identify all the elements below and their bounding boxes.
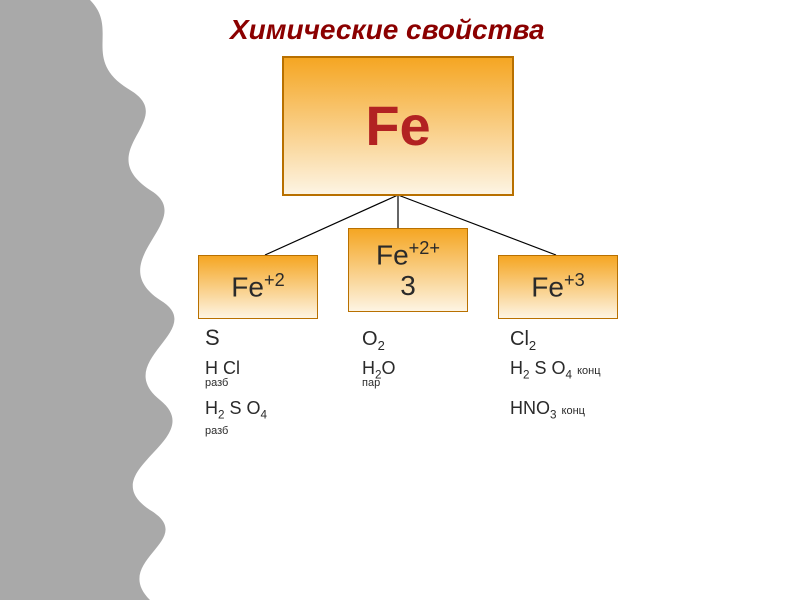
child-node-2: Fe+3 bbox=[498, 255, 618, 319]
chem-text-c0-l1: H Cl bbox=[205, 358, 240, 379]
root-node-fe: Fe bbox=[282, 56, 514, 196]
chem-text-c0-l0: S bbox=[205, 325, 220, 351]
chem-text-c2-l2: HNO3 конц bbox=[510, 398, 585, 422]
chem-text-c0-l4: разб bbox=[205, 425, 228, 437]
chem-text-c2-l0: Cl2 bbox=[510, 328, 536, 353]
child-node-label: Fe+2+3 bbox=[349, 238, 467, 302]
root-node-label: Fe bbox=[284, 95, 512, 157]
chem-text-c0-l3: H2 S O4 bbox=[205, 398, 267, 422]
child-node-label: Fe+2 bbox=[199, 270, 317, 303]
chem-text-c1-l2: пар bbox=[362, 377, 380, 389]
chem-text-c2-l1: H2 S O4 конц bbox=[510, 358, 601, 382]
chem-text-c0-l2: разб bbox=[205, 377, 228, 389]
page-title: Химические свойства bbox=[230, 14, 545, 46]
child-node-label: Fe+3 bbox=[499, 270, 617, 303]
child-node-1: Fe+2+3 bbox=[348, 228, 468, 312]
chem-text-c1-l0: O2 bbox=[362, 328, 385, 353]
child-node-0: Fe+2 bbox=[198, 255, 318, 319]
